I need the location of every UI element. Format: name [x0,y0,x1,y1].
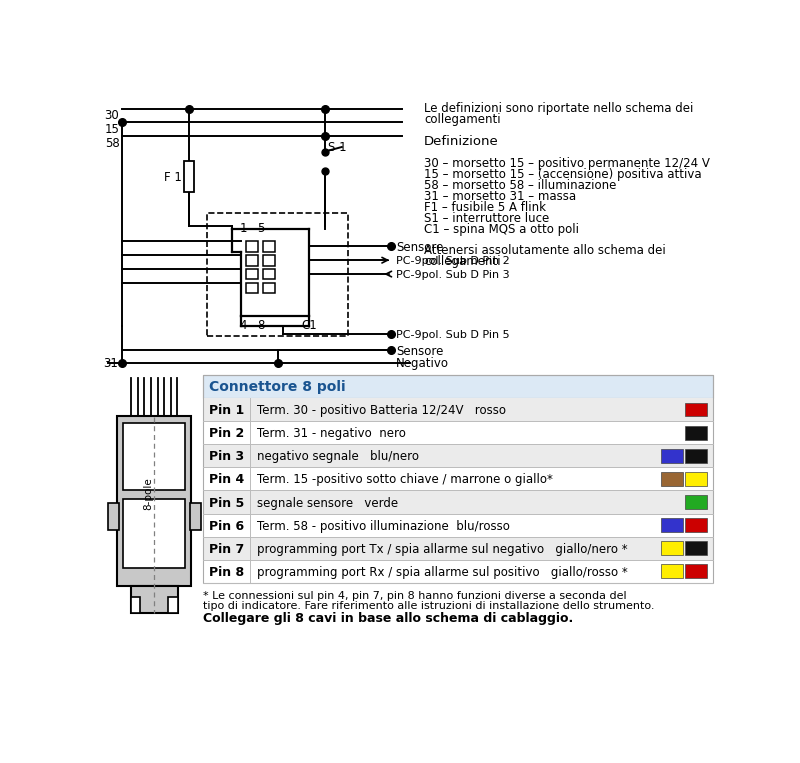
Text: 5: 5 [258,223,265,236]
Text: F1 – fusibile 5 A flink: F1 – fusibile 5 A flink [424,201,546,214]
Bar [203,491,713,513]
Bar [661,541,683,555]
Text: negativo segnale   blu/nero: negativo segnale blu/nero [258,450,419,463]
Bar [203,513,713,536]
Bar [190,503,201,530]
Text: Term. 15 -positivo sotto chiave / marrone o giallo*: Term. 15 -positivo sotto chiave / marron… [258,474,554,487]
Text: 1: 1 [240,223,247,236]
Text: tipo di indicatore. Fare riferimento alle istruzioni di installazione dello stru: tipo di indicatore. Fare riferimento all… [203,600,654,610]
Text: Attenersi assolutamente allo schema dei: Attenersi assolutamente allo schema dei [424,244,666,257]
Bar [685,403,707,417]
Bar [685,449,707,462]
Text: S 1: S 1 [328,141,346,154]
Text: PC-9pol. Sub D Pin 3: PC-9pol. Sub D Pin 3 [396,270,510,280]
Bar [246,241,258,252]
Text: F 1: F 1 [163,170,182,184]
Bar [685,495,707,509]
Text: C1: C1 [302,320,317,333]
Text: C1 – spina MQS a otto poli: C1 – spina MQS a otto poli [424,223,579,236]
Text: Pin 1: Pin 1 [210,404,245,417]
Bar [661,449,683,462]
Text: Pin 4: Pin 4 [210,474,245,487]
Text: Pin 3: Pin 3 [210,450,245,463]
Text: programming port Tx / spia allarme sul negativo   giallo/nero *: programming port Tx / spia allarme sul n… [258,542,628,555]
Text: Sensore: Sensore [396,240,443,253]
Bar [185,161,194,192]
Text: Pin 2: Pin 2 [210,427,245,440]
Text: PC-9pol. Sub D Pin 5: PC-9pol. Sub D Pin 5 [396,330,510,340]
Bar [203,421,713,444]
Text: Connettore 8 poli: Connettore 8 poli [210,380,346,394]
Bar [661,518,683,532]
Text: 8: 8 [258,320,265,333]
Text: 31: 31 [103,357,118,370]
Text: 15: 15 [105,123,119,136]
Text: 4: 4 [240,320,247,333]
Bar [123,423,186,490]
Text: Definizione: Definizione [424,135,498,148]
Bar [685,518,707,532]
Bar [207,213,348,336]
Text: segnale sensore   verde: segnale sensore verde [258,497,398,510]
Text: S1 – interruttore luce: S1 – interruttore luce [424,211,550,224]
Bar [262,255,275,266]
Bar [262,241,275,252]
Bar [685,541,707,555]
Text: Sensore: Sensore [396,345,443,358]
Bar [203,444,713,467]
Text: programming port Rx / spia allarme sul positivo   giallo/rosso *: programming port Rx / spia allarme sul p… [258,566,628,579]
Text: collegamenti: collegamenti [424,113,501,126]
Text: Pin 6: Pin 6 [210,520,245,533]
Text: 31 – morsetto 31 – massa: 31 – morsetto 31 – massa [424,190,576,203]
Text: Term. 58 - positivo illuminazione  blu/rosso: Term. 58 - positivo illuminazione blu/ro… [258,520,510,533]
Bar [123,499,186,568]
Text: Collegare gli 8 cavi in base allo schema di cablaggio.: Collegare gli 8 cavi in base allo schema… [203,612,574,625]
Bar [246,255,258,266]
Text: Pin 5: Pin 5 [210,497,245,510]
Text: Pin 7: Pin 7 [210,542,245,555]
Bar [203,375,713,398]
Bar [203,536,713,560]
Text: Pin 8: Pin 8 [210,566,245,579]
Bar [131,586,178,613]
Text: collegamenti: collegamenti [424,256,501,269]
Bar [203,398,713,421]
Bar [246,282,258,293]
Text: Term. 31 - negativo  nero: Term. 31 - negativo nero [258,427,406,440]
Bar [661,565,683,578]
Text: 8-pole: 8-pole [143,477,153,510]
Text: 30 – morsetto 15 – positivo permanente 12/24 V: 30 – morsetto 15 – positivo permanente 1… [424,157,710,170]
Bar [117,417,191,586]
Bar [168,597,178,613]
Bar [131,597,140,613]
Text: 15 – morsetto 15 – (accensione) positiva attiva: 15 – morsetto 15 – (accensione) positiva… [424,168,702,181]
Bar [108,503,118,530]
Text: 30: 30 [105,109,119,122]
Bar [685,565,707,578]
Bar [203,560,713,583]
Text: 58: 58 [105,137,119,150]
Bar [262,269,275,279]
Text: Negativo: Negativo [396,357,449,370]
Text: PC-9pol. Sub D Pin 2: PC-9pol. Sub D Pin 2 [396,256,510,266]
Text: Le definizioni sono riportate nello schema dei: Le definizioni sono riportate nello sche… [424,102,694,115]
Bar [661,472,683,486]
Text: 58 – morsetto 58 – illuminazione: 58 – morsetto 58 – illuminazione [424,179,616,192]
Bar [685,426,707,439]
Bar [246,269,258,279]
Bar [262,282,275,293]
Bar [203,467,713,491]
Bar [203,375,713,583]
Text: Term. 30 - positivo Batteria 12/24V   rosso: Term. 30 - positivo Batteria 12/24V ross… [258,404,506,417]
Text: * Le connessioni sul pin 4, pin 7, pin 8 hanno funzioni diverse a seconda del: * Le connessioni sul pin 4, pin 7, pin 8… [203,591,626,600]
Bar [685,472,707,486]
